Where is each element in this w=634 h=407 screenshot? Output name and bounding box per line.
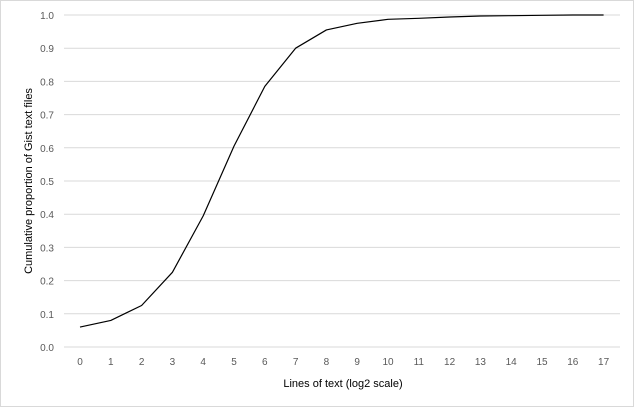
x-tick-label: 15 (536, 357, 548, 368)
x-tick-label: 12 (444, 357, 456, 368)
x-tick-label: 17 (598, 357, 610, 368)
y-tick-label: 0.9 (40, 44, 54, 55)
y-tick-label: 0.2 (40, 277, 54, 288)
y-tick-label: 0.8 (40, 77, 54, 88)
x-tick-label: 11 (414, 357, 425, 368)
x-tick-label: 10 (382, 357, 394, 368)
x-tick-label: 14 (506, 357, 518, 368)
y-tick-label: 0.0 (40, 343, 54, 354)
y-tick-label: 1.0 (40, 11, 54, 22)
x-tick-label: 6 (262, 357, 268, 368)
y-tick-label: 0.7 (40, 111, 54, 122)
y-tick-label: 0.1 (40, 310, 54, 321)
gridlines (64, 14, 620, 348)
x-tick-label: 16 (567, 357, 579, 368)
data-series (79, 14, 604, 328)
x-tick-label: 1 (108, 357, 114, 368)
y-tick-label: 0.5 (40, 177, 54, 188)
x-tick-label: 0 (77, 357, 83, 368)
x-tick-label: 13 (475, 357, 487, 368)
series-line (79, 14, 604, 328)
x-tick-label: 5 (231, 357, 237, 368)
x-tick-label: 4 (200, 357, 206, 368)
y-tick-label: 0.6 (40, 144, 54, 155)
x-axis-title: Lines of text (log2 scale) (283, 378, 402, 390)
x-axis-tick-labels: 0 1 2 3 4 5 6 7 8 9 10 11 12 13 14 15 16 17 (77, 357, 609, 368)
y-tick-label: 0.3 (40, 243, 54, 254)
y-axis-tick-labels: 0.0 0.1 0.2 0.3 0.4 0.5 0.6 0.7 0.8 0.9 1.0 (40, 11, 54, 354)
x-tick-label: 3 (170, 357, 176, 368)
x-tick-label: 9 (354, 357, 360, 368)
y-axis-title: Cumulative proportion of Gist text files (23, 88, 35, 274)
x-tick-label: 7 (293, 357, 299, 368)
y-tick-label: 0.4 (40, 210, 54, 221)
x-tick-label: 8 (324, 357, 330, 368)
x-tick-label: 2 (139, 357, 145, 368)
